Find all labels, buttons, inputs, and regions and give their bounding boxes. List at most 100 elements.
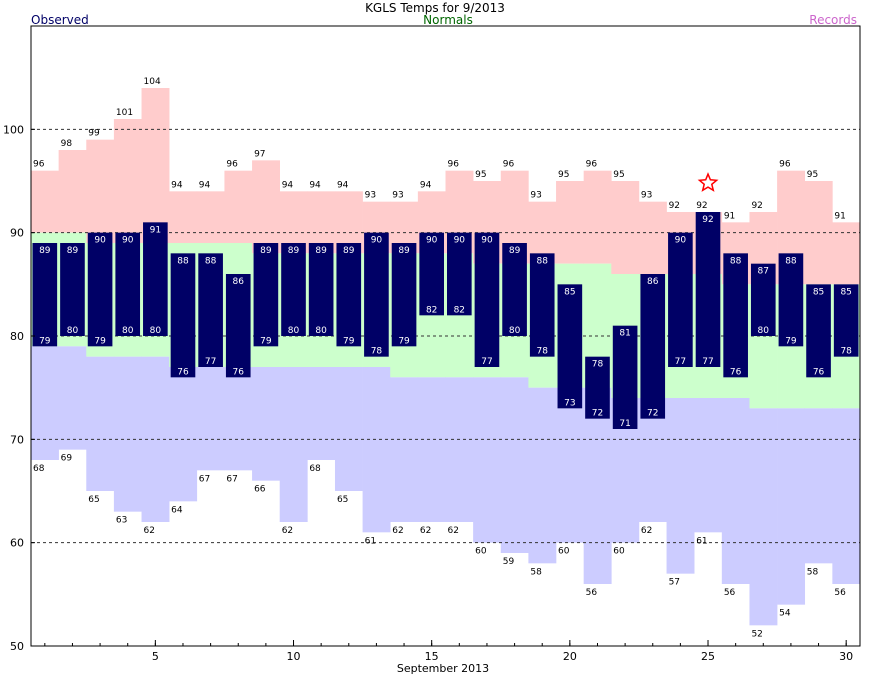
record-high-label: 95 bbox=[558, 170, 569, 180]
observed-low-label: 77 bbox=[675, 357, 686, 367]
record-low-label: 56 bbox=[834, 588, 846, 598]
observed-bar bbox=[585, 356, 610, 419]
record-low-label: 68 bbox=[33, 464, 45, 474]
record-star-marker bbox=[697, 172, 719, 192]
record-low-band bbox=[169, 367, 198, 502]
observed-bar bbox=[198, 253, 223, 367]
record-high-label: 96 bbox=[33, 160, 45, 170]
record-low-label: 62 bbox=[448, 526, 459, 536]
observed-high-label: 90 bbox=[371, 236, 383, 246]
record-low-label: 54 bbox=[779, 609, 791, 619]
record-low-band bbox=[307, 367, 336, 460]
observed-bar bbox=[723, 253, 748, 378]
observed-low-label: 79 bbox=[39, 336, 51, 346]
x-tick-label: 5 bbox=[152, 650, 159, 663]
record-high-label: 95 bbox=[613, 170, 624, 180]
record-high-label: 94 bbox=[199, 180, 211, 190]
record-low-band bbox=[362, 367, 391, 533]
record-high-band bbox=[31, 170, 59, 233]
record-high-label: 92 bbox=[751, 201, 762, 211]
observed-low-label: 80 bbox=[150, 326, 162, 336]
record-high-label: 91 bbox=[724, 211, 735, 221]
observed-low-label: 77 bbox=[702, 357, 713, 367]
observed-high-label: 85 bbox=[840, 287, 851, 297]
observed-bar bbox=[668, 232, 693, 367]
record-high-band bbox=[638, 201, 667, 274]
record-high-band bbox=[252, 160, 280, 254]
observed-bar bbox=[750, 263, 776, 336]
record-high-label: 96 bbox=[503, 160, 515, 170]
record-high-label: 93 bbox=[392, 191, 403, 201]
record-low-band bbox=[86, 356, 115, 491]
record-low-label: 65 bbox=[337, 495, 348, 505]
observed-high-label: 89 bbox=[343, 246, 355, 256]
record-high-label: 93 bbox=[530, 191, 541, 201]
y-tick-label: 60 bbox=[10, 537, 24, 550]
observed-high-label: 89 bbox=[398, 246, 410, 256]
record-high-label: 98 bbox=[61, 139, 73, 149]
record-low-band bbox=[583, 387, 612, 584]
record-high-label: 101 bbox=[116, 108, 133, 118]
observed-high-label: 88 bbox=[785, 256, 797, 266]
record-low-label: 67 bbox=[226, 474, 237, 484]
record-low-band bbox=[58, 346, 87, 450]
record-low-band bbox=[334, 367, 363, 491]
record-low-band bbox=[804, 408, 833, 564]
record-low-band bbox=[417, 377, 446, 522]
observed-low-label: 79 bbox=[343, 336, 355, 346]
legend-records-label: Records bbox=[809, 13, 857, 27]
observed-bar bbox=[529, 253, 555, 357]
record-low-label: 64 bbox=[171, 505, 183, 515]
record-low-label: 57 bbox=[669, 578, 680, 588]
record-low-band bbox=[666, 398, 695, 574]
observed-high-label: 90 bbox=[122, 236, 134, 246]
observed-high-label: 90 bbox=[454, 236, 466, 246]
observed-high-label: 88 bbox=[205, 256, 217, 266]
observed-bar bbox=[87, 232, 113, 347]
record-low-label: 58 bbox=[530, 567, 542, 577]
record-low-label: 67 bbox=[199, 474, 210, 484]
observed-high-label: 88 bbox=[730, 256, 742, 266]
observed-bar bbox=[640, 274, 666, 419]
record-low-label: 61 bbox=[696, 536, 707, 546]
observed-low-label: 78 bbox=[840, 347, 852, 357]
observed-bar bbox=[143, 222, 168, 336]
y-tick-label: 80 bbox=[10, 330, 24, 343]
record-high-band bbox=[196, 191, 225, 243]
record-low-band bbox=[279, 367, 308, 522]
record-low-band bbox=[832, 408, 861, 584]
record-high-label: 95 bbox=[475, 170, 486, 180]
observed-low-label: 73 bbox=[564, 398, 575, 408]
observed-high-label: 78 bbox=[592, 360, 604, 370]
record-low-band bbox=[445, 377, 474, 522]
observed-high-label: 89 bbox=[509, 246, 521, 256]
observed-low-label: 76 bbox=[813, 367, 825, 377]
record-low-band bbox=[31, 346, 59, 460]
record-low-label: 65 bbox=[88, 495, 99, 505]
observed-low-label: 82 bbox=[454, 305, 465, 315]
record-low-label: 69 bbox=[61, 454, 73, 464]
observed-high-label: 89 bbox=[288, 246, 300, 256]
record-high-band bbox=[141, 88, 170, 243]
record-low-band bbox=[556, 387, 584, 543]
observed-low-label: 80 bbox=[122, 326, 134, 336]
observed-low-label: 79 bbox=[94, 336, 106, 346]
record-high-label: 92 bbox=[669, 201, 680, 211]
observed-bar bbox=[253, 243, 279, 347]
record-high-band bbox=[832, 222, 861, 285]
observed-high-label: 86 bbox=[233, 277, 245, 287]
record-low-band bbox=[252, 367, 280, 481]
record-high-band bbox=[611, 181, 640, 274]
record-low-label: 62 bbox=[641, 526, 652, 536]
x-tick-label: 10 bbox=[287, 650, 301, 663]
x-tick-label: 25 bbox=[701, 650, 715, 663]
record-low-band bbox=[196, 367, 225, 471]
record-low-band bbox=[113, 356, 142, 512]
observed-high-label: 91 bbox=[150, 225, 161, 235]
observed-high-label: 90 bbox=[94, 236, 106, 246]
record-high-band bbox=[583, 170, 612, 264]
record-low-label: 62 bbox=[420, 526, 431, 536]
record-high-label: 96 bbox=[448, 160, 460, 170]
observed-bar bbox=[612, 325, 638, 429]
record-low-band bbox=[528, 387, 557, 564]
